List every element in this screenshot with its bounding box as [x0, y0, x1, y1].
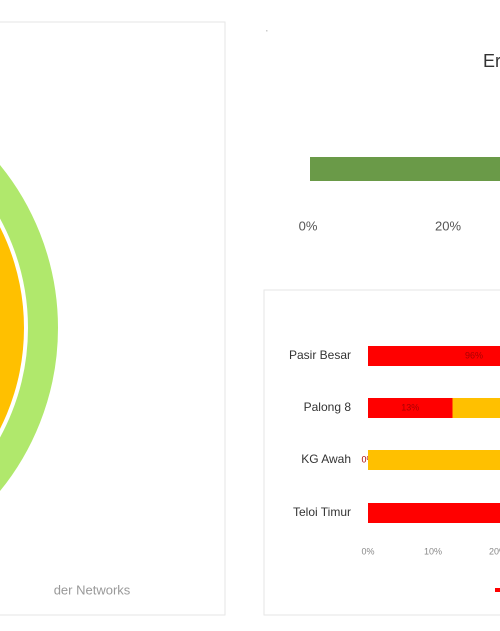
category-label: KG Awah [301, 452, 351, 466]
dot [266, 30, 268, 32]
x-tick-label: 10% [424, 546, 442, 556]
bar-segment [368, 503, 500, 523]
category-label: Pasir Besar [289, 348, 351, 362]
value-label: 96% [465, 350, 483, 360]
value-label: 13% [401, 402, 419, 412]
bar [310, 157, 500, 181]
legend-marker [495, 588, 500, 592]
chart-title: Er [483, 51, 500, 71]
donut [0, 165, 58, 491]
bar-segment [368, 398, 453, 418]
bar-segment [368, 346, 500, 366]
category-label: Teloi Timur [293, 505, 351, 519]
inner-ring [0, 227, 24, 429]
x-tick-label: 0% [361, 546, 374, 556]
bar-segment [368, 450, 500, 470]
category-label: Palong 8 [304, 400, 352, 414]
panel-caption: der Networks [54, 582, 131, 597]
x-tick-label: 20% [489, 546, 500, 556]
x-tick-label: 0% [299, 218, 318, 233]
outer-ring [0, 165, 58, 491]
x-tick-label: 20% [435, 218, 461, 233]
bar-segment [452, 398, 500, 418]
